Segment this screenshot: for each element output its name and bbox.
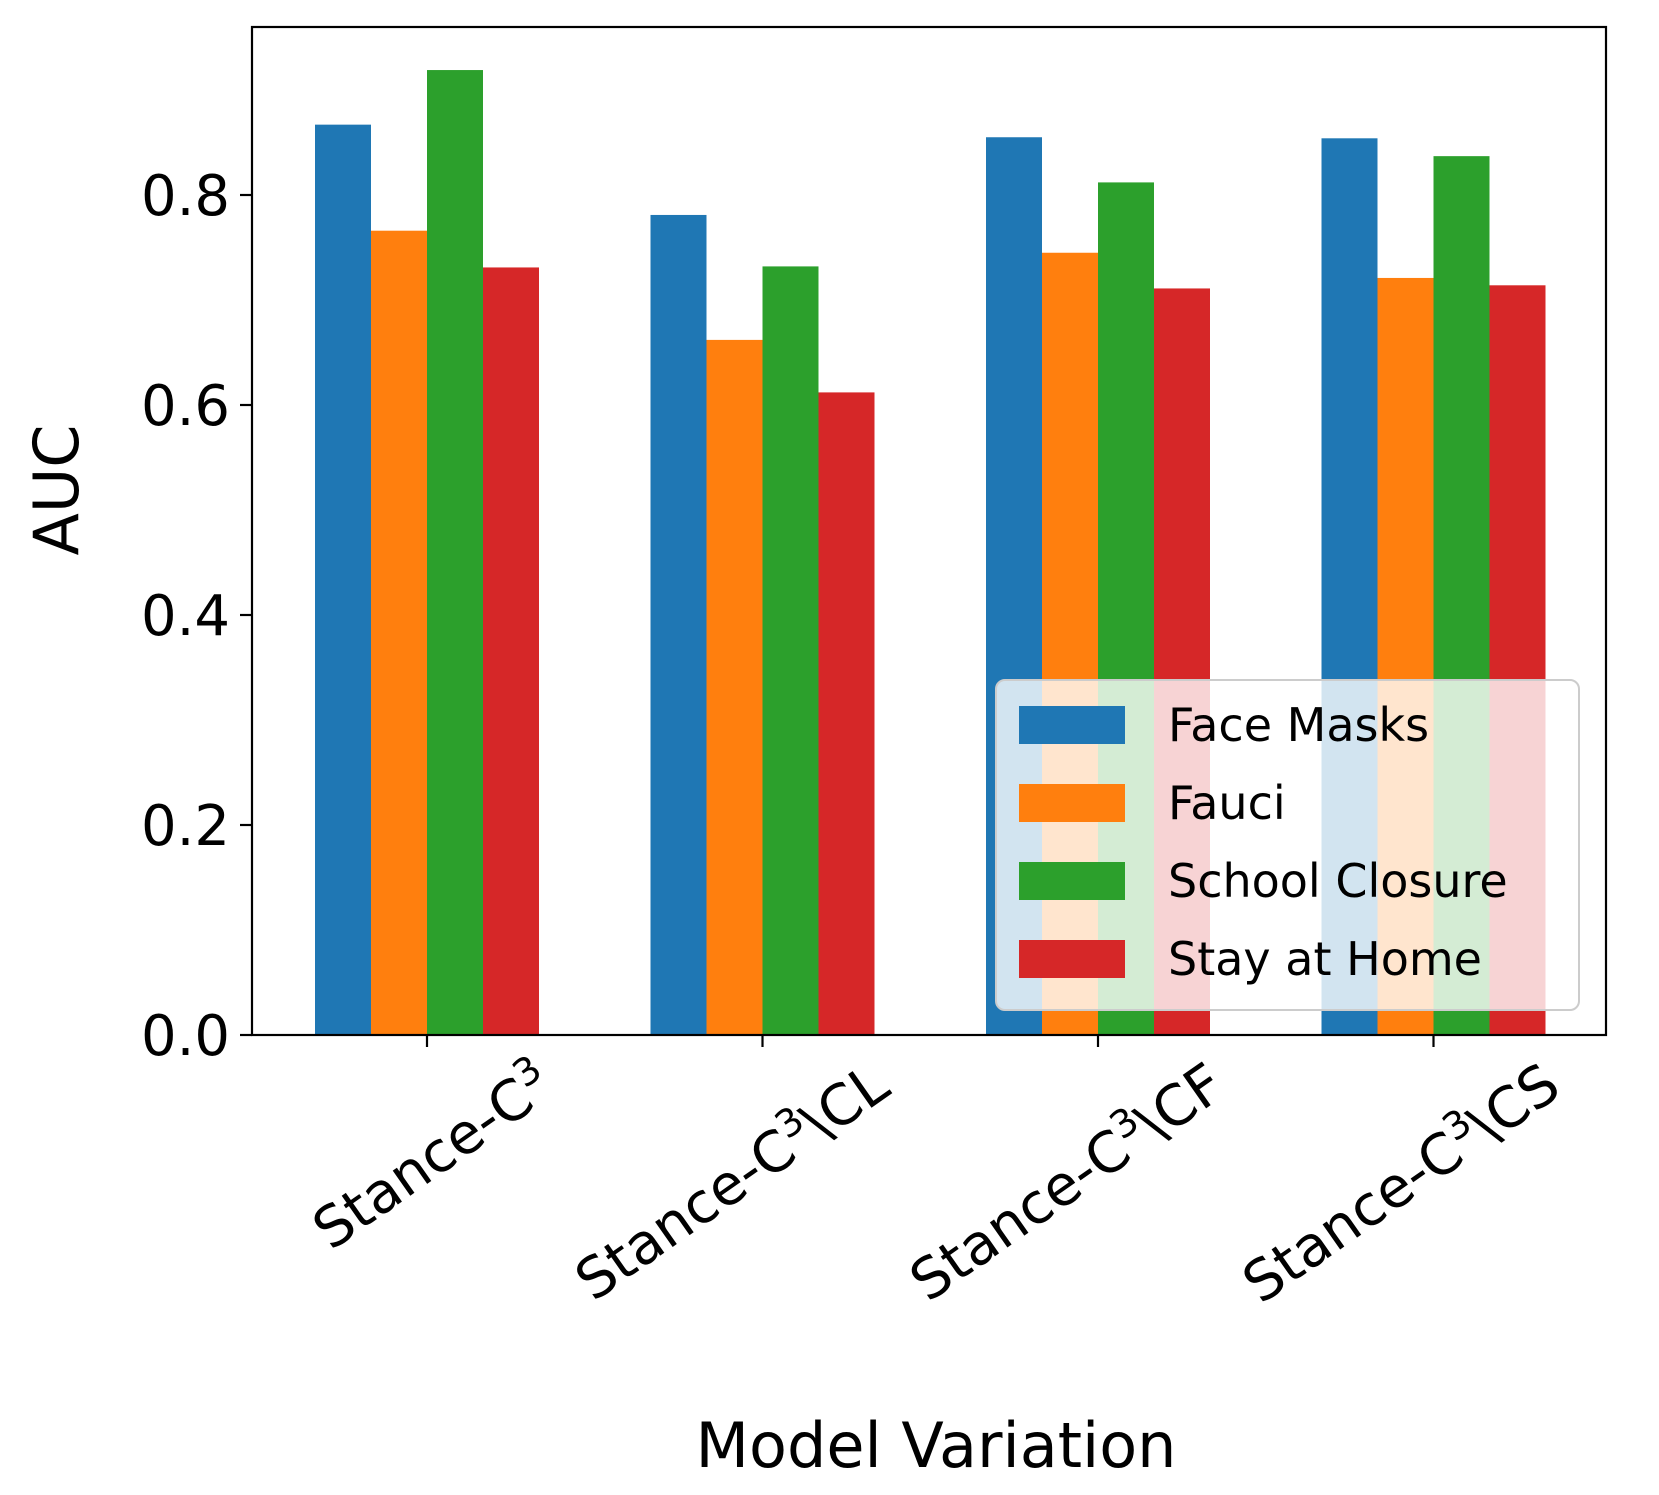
legend-label-fauci: Fauci <box>1168 776 1286 830</box>
bar-fauci-2 <box>706 339 763 1035</box>
bar-stay-at-home-1 <box>483 267 539 1035</box>
legend: Face Masks Fauci School Closure Stay at Hom… <box>995 679 1580 1011</box>
bar-face-masks-1 <box>315 124 371 1035</box>
legend-label-face-masks: Face Masks <box>1168 698 1429 752</box>
legend-swatch-school-closure <box>1019 862 1125 900</box>
y-tick-label: 0.4 <box>141 584 230 649</box>
y-axis-label: AUC <box>20 424 93 555</box>
legend-swatch-fauci <box>1019 784 1125 822</box>
bar-school-closure-2 <box>762 266 819 1035</box>
bar-face-masks-2 <box>650 214 707 1035</box>
bar-fauci-1 <box>371 230 427 1035</box>
y-tick-label: 0.0 <box>141 1004 230 1069</box>
x-axis-label: Model Variation <box>696 1409 1177 1482</box>
legend-label-school-closure: School Closure <box>1168 854 1508 908</box>
legend-swatch-stay-at-home <box>1019 940 1125 978</box>
bar-stay-at-home-2 <box>818 392 875 1035</box>
bar-school-closure-1 <box>427 70 483 1036</box>
legend-swatch-face-masks <box>1019 706 1125 744</box>
y-tick-label: 0.2 <box>141 794 230 859</box>
y-tick-label: 0.8 <box>141 164 230 229</box>
legend-label-stay-at-home: Stay at Home <box>1168 932 1482 986</box>
y-tick-label: 0.6 <box>141 374 230 439</box>
plot-frame <box>250 25 1608 1037</box>
legend-box <box>995 679 1580 1011</box>
